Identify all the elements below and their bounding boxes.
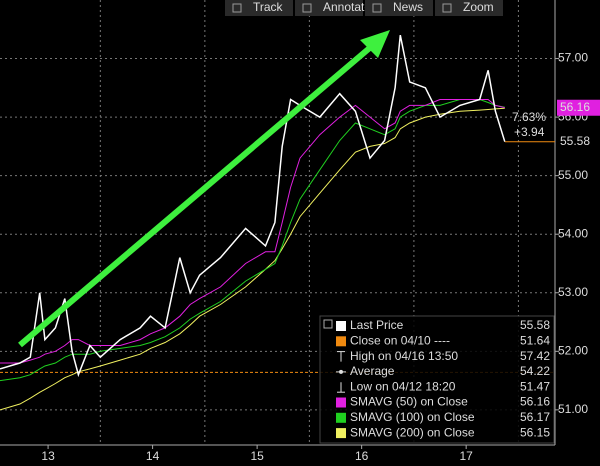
- legend-box: [319, 315, 555, 444]
- legend-value: 51.47: [520, 379, 550, 393]
- change-pct: 7.63%: [512, 110, 546, 124]
- toolbar-button[interactable]: [365, 0, 433, 16]
- y-tick-label: 51.00: [558, 402, 588, 416]
- last-price-box: [557, 133, 600, 150]
- last-price-label: 55.58: [560, 134, 590, 148]
- toolbar-button[interactable]: [225, 0, 293, 16]
- legend-value: 54.22: [520, 364, 550, 378]
- legend-value: 56.16: [520, 395, 550, 409]
- sma-line: [0, 99, 505, 382]
- lines: [0, 34, 506, 411]
- toolbar-button[interactable]: [295, 0, 363, 16]
- legend-swatch: [336, 321, 346, 331]
- trend-arrow-head: [360, 30, 390, 58]
- legend-label: SMAVG (50) on Close: [350, 395, 468, 409]
- y-tick-label: 55.00: [558, 168, 588, 182]
- price-line: [0, 34, 506, 378]
- legend-label: Close on 04/10 ----: [350, 333, 450, 347]
- toolbar-icon: [232, 3, 242, 13]
- legend-label: Last Price: [350, 318, 404, 332]
- legend-glyph: [339, 369, 343, 374]
- legend-value: 56.15: [520, 425, 550, 439]
- toolbar-icon: [442, 3, 452, 13]
- trend-arrow: [18, 43, 374, 348]
- legend-value: 55.58: [520, 318, 550, 332]
- y-tick-label: 52.00: [558, 343, 588, 357]
- toolbar-icon: [302, 3, 312, 13]
- sma-line: [0, 107, 505, 411]
- toolbar-label: News: [393, 0, 423, 14]
- change: +3.94: [514, 125, 545, 139]
- legend-value: 51.64: [520, 333, 550, 347]
- toolbar-icon: [372, 3, 382, 13]
- sma50-last-box: [557, 99, 600, 116]
- legend-swatch: [336, 397, 346, 408]
- legend-swatch: [336, 336, 346, 347]
- toolbar-label: Zoom: [463, 0, 494, 14]
- legend-value: 56.17: [520, 410, 550, 424]
- y-tick-label: 54.00: [558, 226, 588, 240]
- legend-label: SMAVG (200) on Close: [350, 425, 475, 439]
- x-tick-label: 16: [355, 449, 369, 463]
- y-tick-label: 53.00: [558, 285, 588, 299]
- toolbar-button[interactable]: [435, 0, 503, 16]
- sma50-last-label: 56.16: [560, 100, 590, 114]
- legend-label: Average: [350, 364, 395, 378]
- x-tick-label: 14: [146, 449, 160, 463]
- toolbar-label: Annotate: [323, 0, 371, 14]
- legend-toggle: [323, 319, 333, 329]
- overlay: Track Annotate News Zoom 51.00 52.00 53.00 54.0…: [41, 0, 600, 463]
- y-tick-label: 57.00: [558, 51, 588, 65]
- legend-label: SMAVG (100) on Close: [350, 410, 475, 424]
- legend-label: High on 04/16 13:50: [350, 349, 458, 363]
- x-tick-label: 13: [41, 449, 55, 463]
- sma-line: [0, 99, 505, 364]
- legend-swatch: [336, 412, 346, 423]
- toolbar-label: Track: [253, 0, 284, 14]
- legend-swatch: [336, 428, 346, 439]
- legend-value: 57.42: [520, 349, 550, 363]
- x-tick-label: 15: [250, 449, 264, 463]
- x-tick-label: 17: [459, 449, 473, 463]
- legend-label: Low on 04/12 18:20: [350, 379, 456, 393]
